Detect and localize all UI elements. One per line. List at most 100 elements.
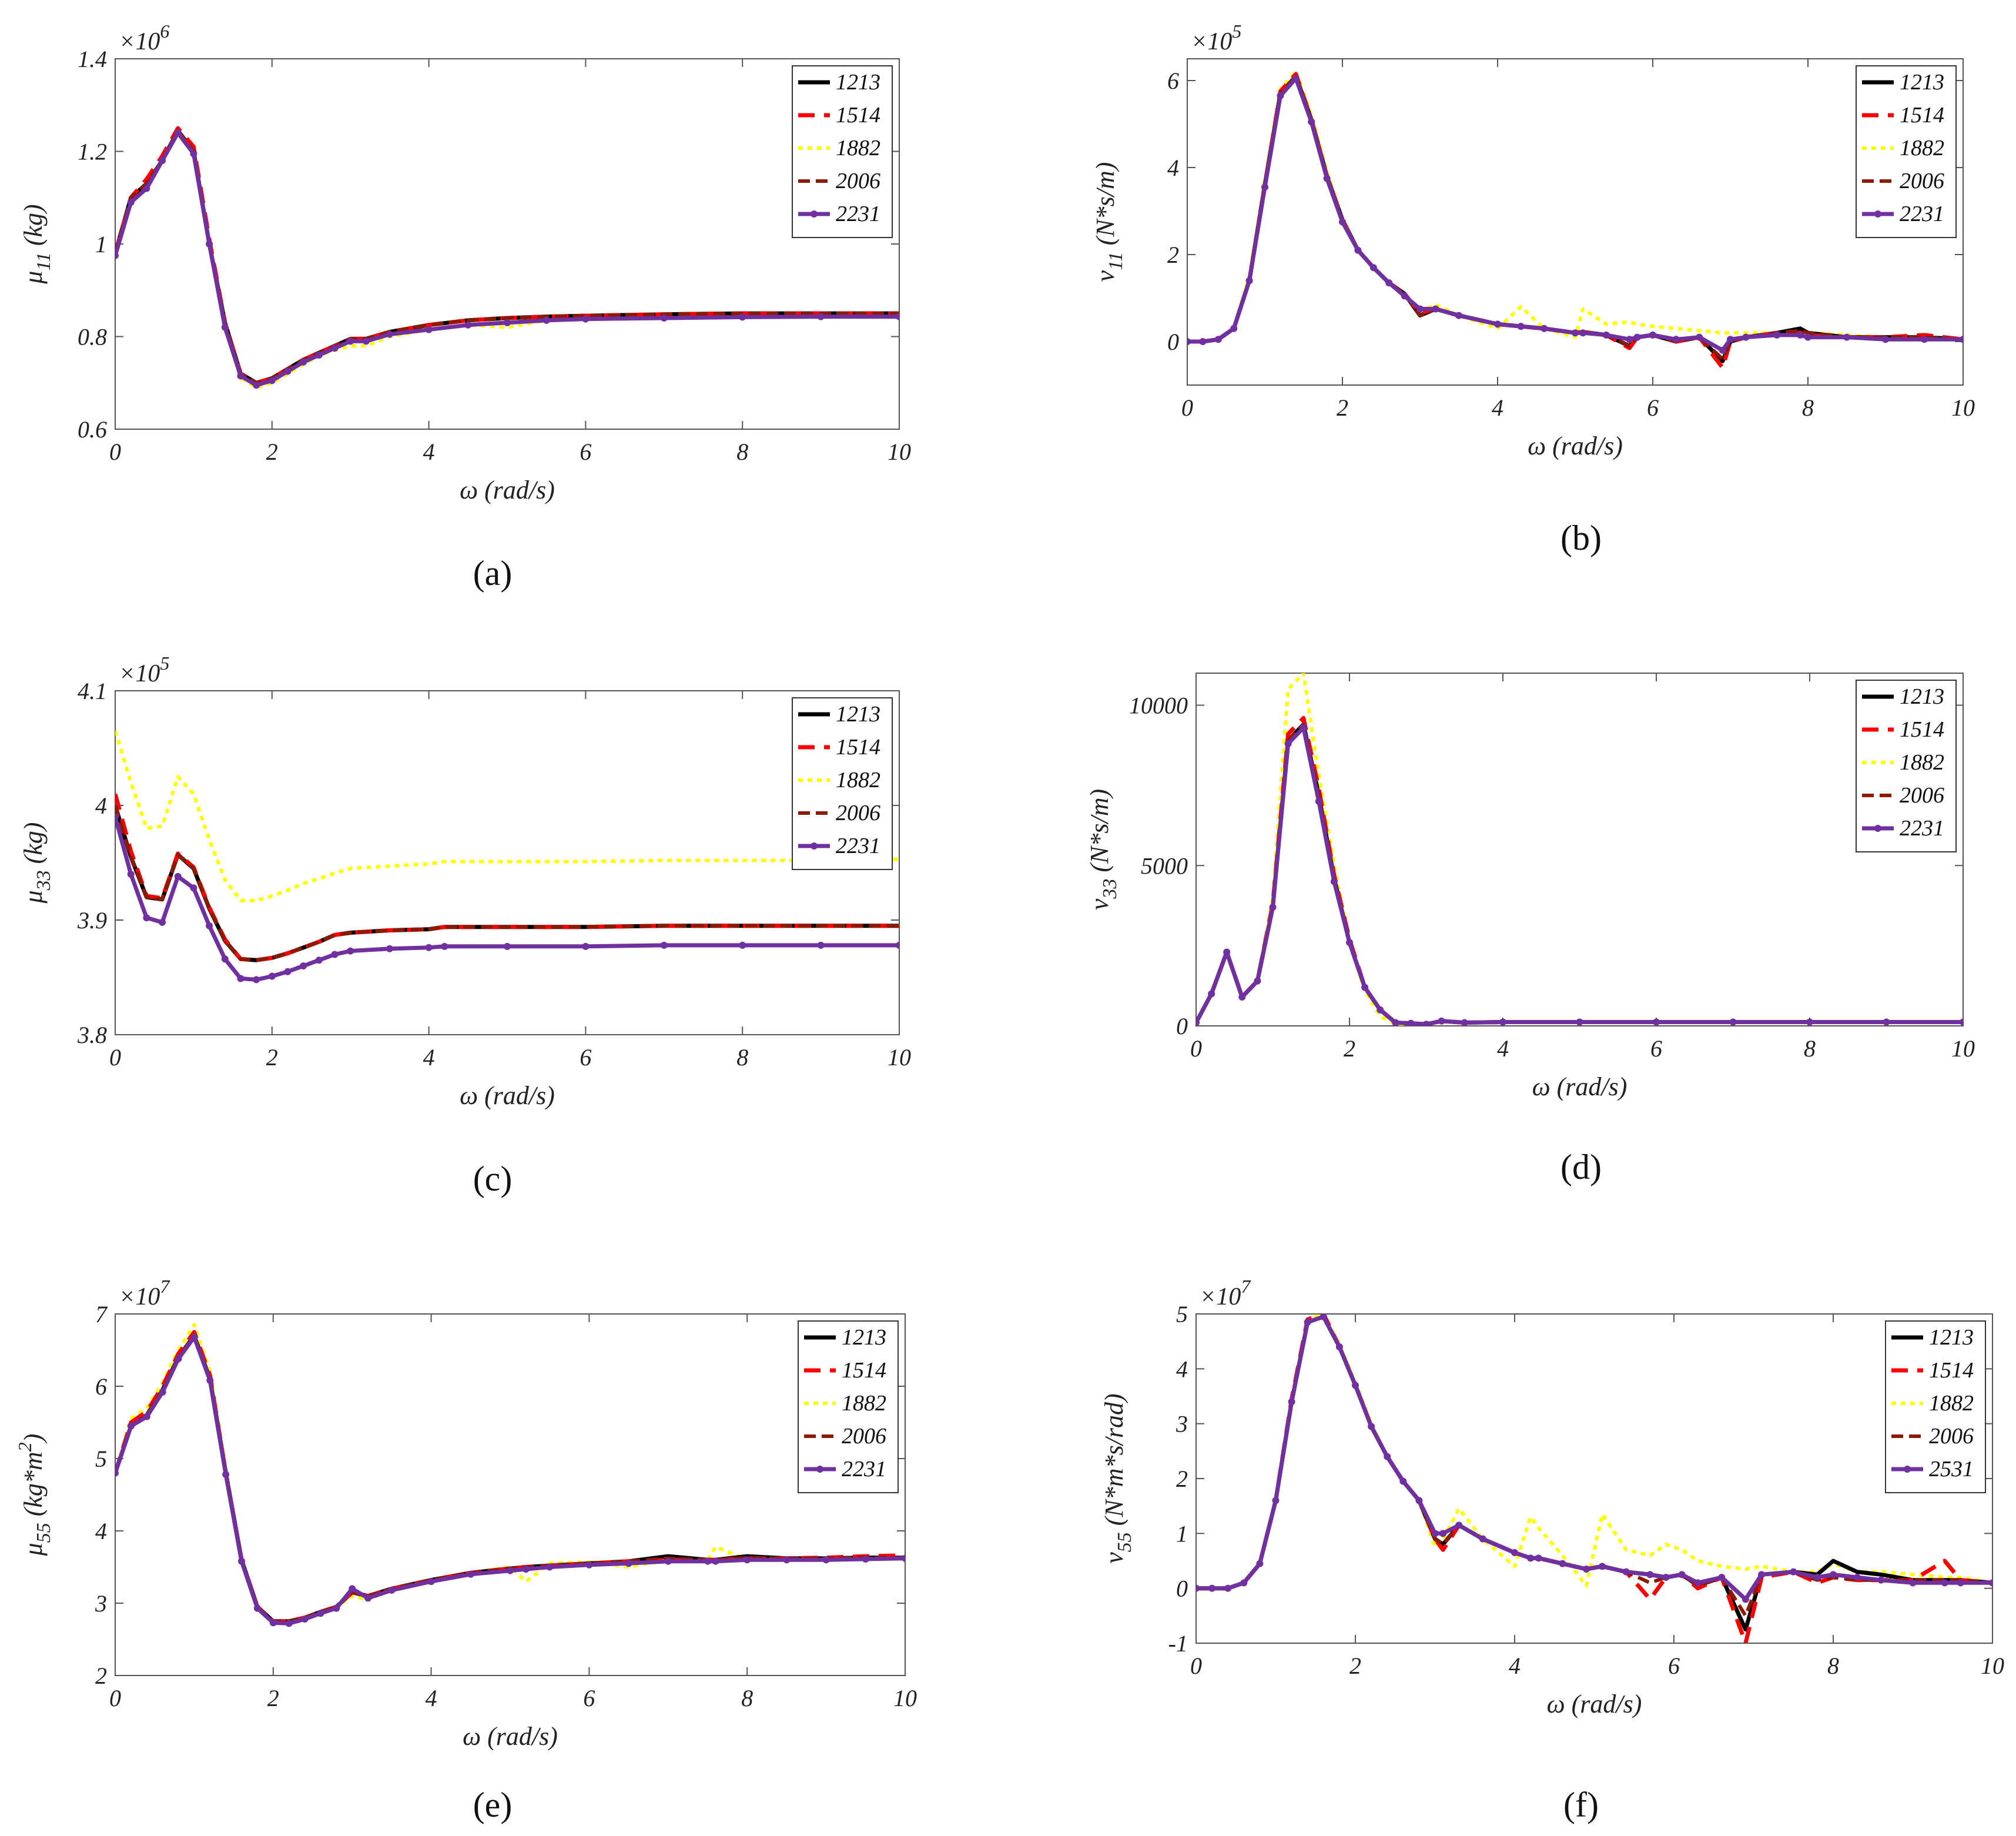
series-point-2231 — [159, 157, 166, 165]
x-axis-label: ω (rad/s) — [460, 476, 555, 504]
x-tick-label: 0 — [109, 439, 121, 465]
series-point-2231 — [284, 968, 292, 975]
series-point-2231 — [664, 1557, 672, 1565]
y-label-subscript: 55 — [1114, 1532, 1136, 1552]
y-label-unit: (N*s/m) — [1085, 789, 1114, 879]
y-label-subscript: 55 — [33, 1523, 55, 1543]
series-point-2231 — [331, 951, 339, 958]
legend-label: 2231 — [836, 202, 880, 226]
exponent-power: 7 — [1241, 1276, 1251, 1297]
legend-label: 2231 — [1900, 816, 1944, 841]
y-tick-label: 0.8 — [78, 324, 107, 350]
series-point-2231 — [427, 1578, 435, 1586]
plot-frame — [1195, 673, 1964, 1026]
series-point-2231 — [817, 313, 825, 320]
series-point-2231 — [1385, 279, 1393, 287]
legend-label: 1882 — [836, 768, 880, 792]
series-point-2231 — [268, 377, 276, 384]
series-point-2231 — [1292, 75, 1300, 82]
legend-marker — [1904, 1466, 1911, 1473]
exponent-power: 5 — [160, 653, 169, 674]
x-tick-label: 0 — [109, 1685, 121, 1711]
series-point-2231 — [1804, 333, 1811, 341]
series-point-2231 — [1230, 325, 1238, 332]
x-tick-label: 4 — [1509, 1653, 1521, 1679]
x-tick-label: 6 — [583, 1685, 595, 1711]
x-tick-label: 10 — [1981, 1653, 2004, 1679]
series-point-2231 — [190, 150, 197, 158]
series-point-2231 — [1392, 1019, 1399, 1026]
y-tick-label: 0 — [1176, 1013, 1188, 1039]
series-point-2231 — [159, 1388, 166, 1396]
series-point-2231 — [1579, 329, 1587, 337]
series-point-2231 — [115, 813, 119, 821]
y-tick-label: 6 — [1167, 68, 1179, 94]
legend-marker — [1874, 825, 1881, 832]
series-point-2231 — [822, 1556, 830, 1564]
legend-label: 2531 — [1929, 1457, 1974, 1481]
series-point-2231 — [206, 922, 213, 929]
legend-label: 1213 — [842, 1325, 886, 1350]
series-point-2231 — [1330, 878, 1338, 885]
legend-label: 1882 — [1900, 136, 1944, 160]
series-point-2231 — [238, 1557, 246, 1565]
y-tick-label: 5 — [95, 1446, 107, 1472]
series-point-2531 — [1208, 1584, 1216, 1592]
x-axis-label: ω (rad/s) — [1528, 432, 1623, 460]
plot-frame — [115, 1313, 906, 1676]
series-point-2531 — [1288, 1398, 1295, 1406]
series-point-2231 — [522, 1566, 530, 1573]
y-tick-label: 10000 — [1129, 693, 1188, 719]
series-point-2531 — [1320, 1314, 1327, 1320]
series-point-2231 — [896, 313, 899, 320]
series-point-2231 — [317, 1610, 324, 1617]
legend-label: 1882 — [842, 1391, 886, 1416]
series-point-2231 — [1541, 325, 1548, 332]
legend: 1213 1514 1882 2006 2231 — [798, 1320, 899, 1493]
series-point-2231 — [625, 1560, 632, 1567]
legend-label: 1213 — [836, 70, 880, 95]
series-point-2531 — [1335, 1343, 1343, 1350]
series-point-2231 — [222, 1471, 230, 1479]
legend-box — [1856, 65, 1957, 238]
x-tick-label: 8 — [741, 1685, 753, 1711]
series-point-2231 — [268, 972, 276, 980]
series-point-2531 — [1694, 1579, 1702, 1587]
exponent-label: ×105 — [1191, 21, 1241, 55]
panel-label: (d) — [1560, 1148, 1602, 1186]
series-point-2231 — [331, 345, 339, 352]
legend-marker — [811, 210, 818, 218]
y-tick-label: 2 — [1167, 242, 1179, 268]
series-point-2231 — [388, 1586, 396, 1594]
series-point-2231 — [1208, 990, 1215, 998]
series-point-2531 — [1352, 1382, 1359, 1389]
y-label-symbol: μ — [19, 890, 48, 904]
y-label-unit: (kg) — [19, 822, 48, 871]
x-axis-label: ω (rad/s) — [463, 1722, 558, 1751]
series-point-2231 — [1960, 336, 1963, 343]
legend-label: 2006 — [836, 801, 880, 825]
series-point-2231 — [1883, 1018, 1890, 1026]
x-tick-label: 6 — [580, 1044, 591, 1071]
series-point-2531 — [1455, 1521, 1463, 1529]
y-tick-label: 4 — [1176, 1356, 1188, 1382]
x-tick-label: 4 — [426, 1685, 437, 1711]
y-tick-label: 4 — [95, 792, 107, 819]
series-point-2531 — [1304, 1319, 1311, 1326]
series-point-2231 — [285, 1620, 293, 1627]
chart-c: 0 2 4 6 8 10 3.8 3.9 4 4.1 ×105 ω (rad/s) μ33 (kg) 12… — [19, 653, 911, 1198]
y-tick-label: 5 — [1176, 1301, 1188, 1327]
legend-marker — [811, 842, 818, 850]
series-point-2231 — [817, 941, 825, 949]
y-label-close: ) — [19, 1434, 48, 1444]
series-point-2231 — [1796, 331, 1804, 339]
series-point-2231 — [1696, 333, 1703, 341]
legend-box — [792, 697, 893, 870]
series-group — [1196, 673, 1963, 1026]
series-point-2231 — [1245, 277, 1253, 285]
series-point-2231 — [175, 1355, 182, 1363]
x-tick-label: 0 — [1181, 394, 1193, 421]
legend-label: 2231 — [842, 1457, 886, 1481]
